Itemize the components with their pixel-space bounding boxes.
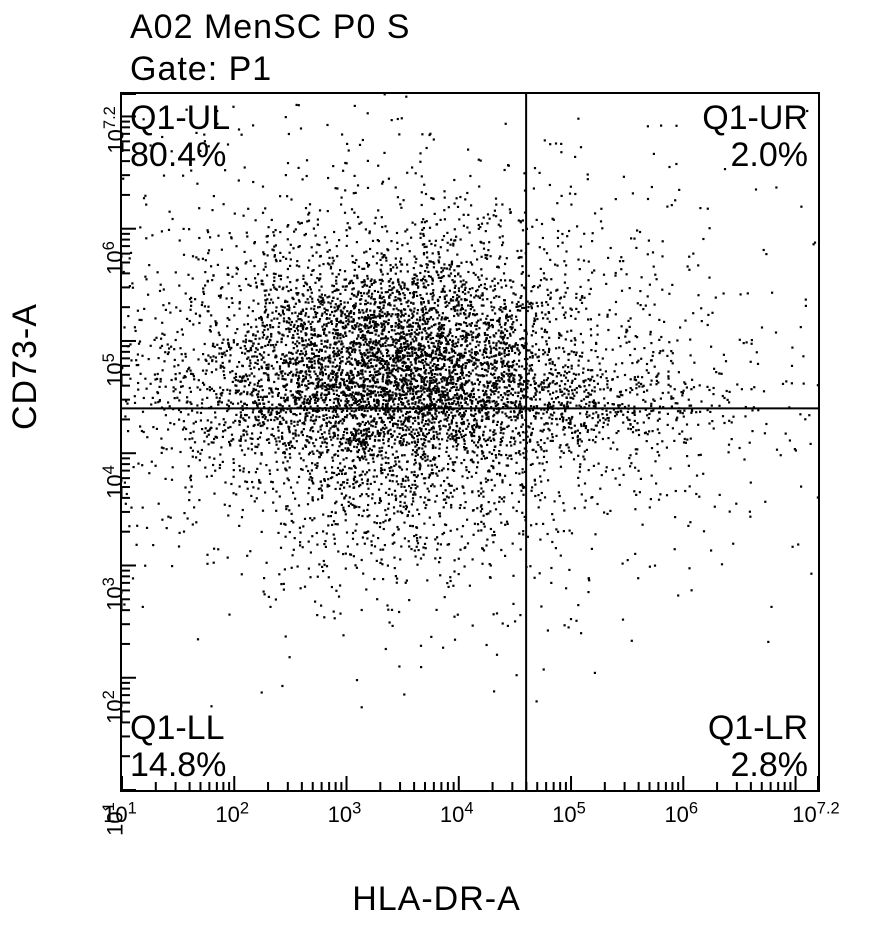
quadrant-ul-percent: 80.4% xyxy=(130,137,230,174)
y-tick-label: 104 xyxy=(101,465,129,499)
x-tick-label: 104 xyxy=(440,800,474,828)
x-tick-label: 102 xyxy=(215,800,249,828)
quadrant-ul-name: Q1-UL xyxy=(130,100,230,137)
plot-area xyxy=(120,92,820,792)
x-tick-label: 107.2 xyxy=(792,800,839,828)
y-tick-label: 102 xyxy=(101,690,129,724)
y-axis-label: CD73-A xyxy=(6,303,45,430)
quadrant-ll-label: Q1-LL 14.8% xyxy=(130,710,226,785)
plot-subtitle: Gate: P1 xyxy=(130,50,272,89)
quadrant-ur-name: Q1-UR xyxy=(702,100,808,137)
x-tick-label: 105 xyxy=(552,800,586,828)
scatter-svg xyxy=(122,94,818,790)
quadrant-ll-percent: 14.8% xyxy=(130,747,226,784)
x-tick-label: 103 xyxy=(328,800,362,828)
quadrant-ll-name: Q1-LL xyxy=(130,710,226,747)
x-tick-label: 106 xyxy=(664,800,698,828)
x-tick-label: 101 xyxy=(103,800,137,828)
x-axis-label: HLA-DR-A xyxy=(0,880,873,919)
figure-container: A02 MenSC P0 S Gate: P1 CD73-A Q1-UL 80.… xyxy=(0,0,873,928)
quadrant-ul-label: Q1-UL 80.4% xyxy=(130,100,230,175)
plot-title: A02 MenSC P0 S xyxy=(130,8,410,47)
quadrant-ur-label: Q1-UR 2.0% xyxy=(702,100,808,175)
quadrant-lr-percent: 2.8% xyxy=(708,747,808,784)
quadrant-ur-percent: 2.0% xyxy=(702,137,808,174)
y-tick-label: 106 xyxy=(101,241,129,275)
quadrant-lr-label: Q1-LR 2.8% xyxy=(708,710,808,785)
y-tick-label: 105 xyxy=(101,353,129,387)
quadrant-lr-name: Q1-LR xyxy=(708,710,808,747)
y-tick-label: 103 xyxy=(101,578,129,612)
y-tick-label: 107.2 xyxy=(101,106,129,153)
